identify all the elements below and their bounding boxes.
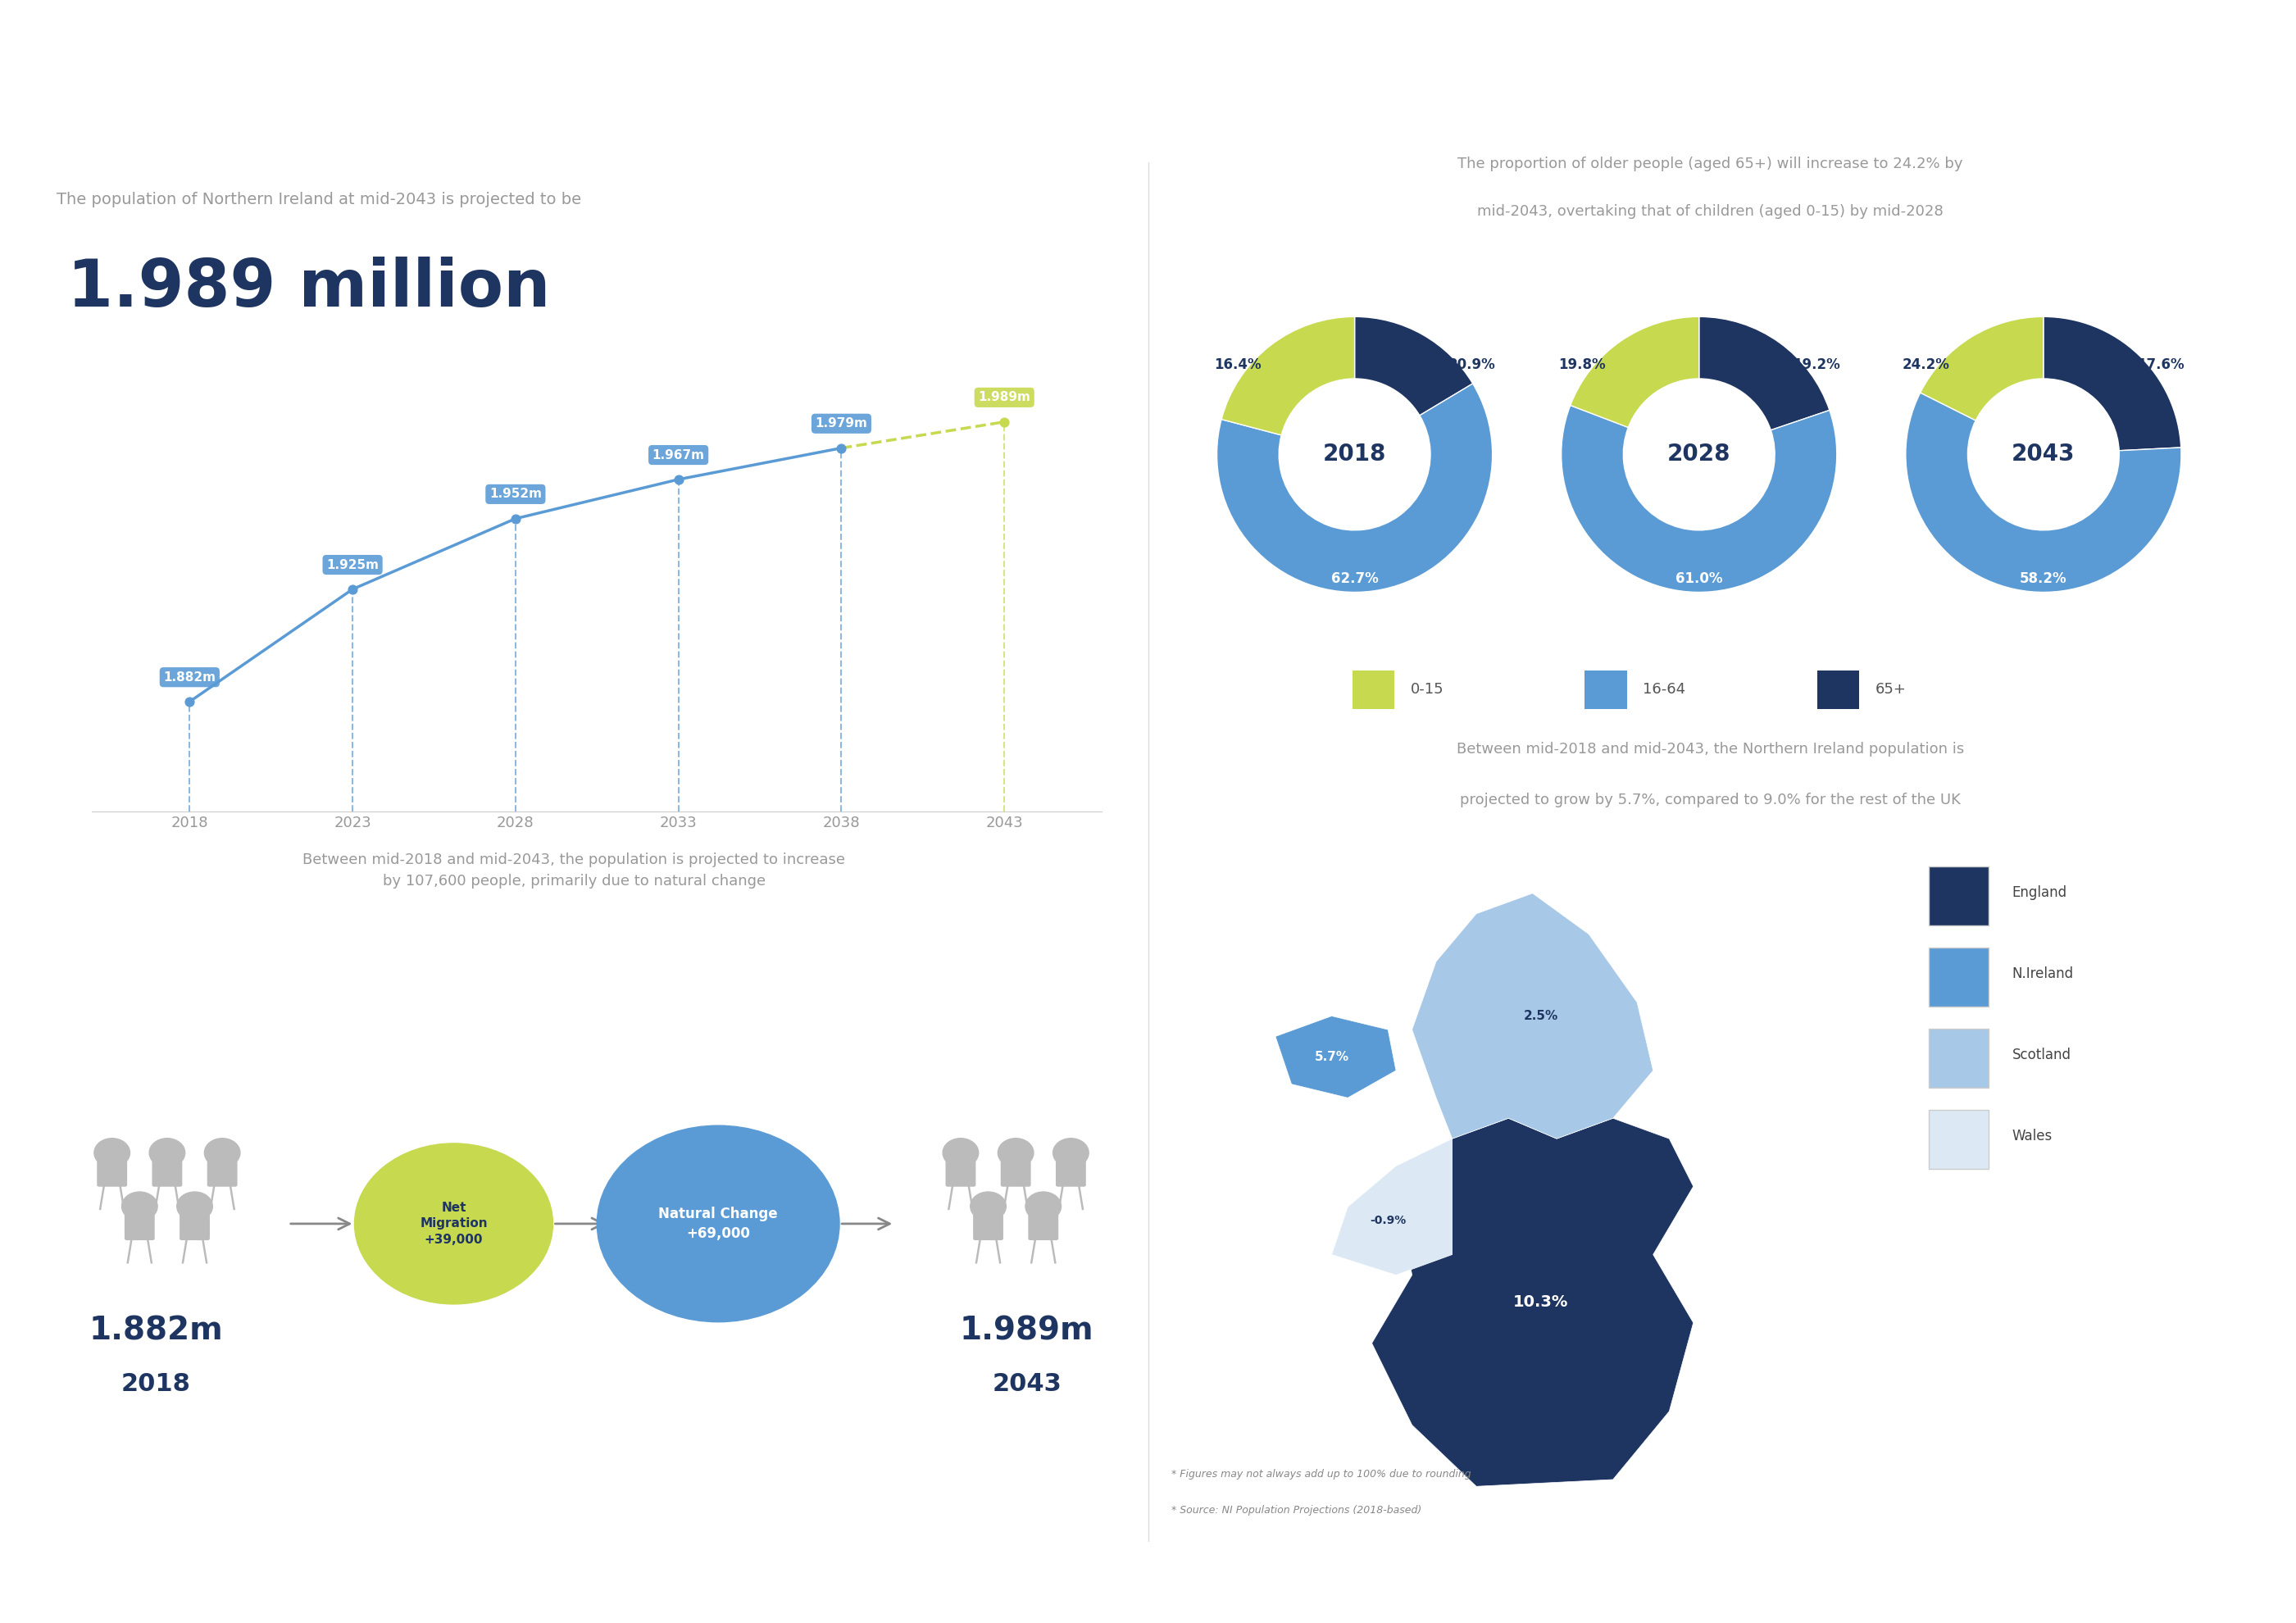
Text: -0.9%: -0.9%: [1371, 1214, 1405, 1227]
Text: 61.0%: 61.0%: [1676, 571, 1722, 586]
FancyArrowPatch shape: [292, 1217, 349, 1230]
Bar: [1584, 670, 1628, 709]
Text: mid-2043, overtaking that of children (aged 0-15) by mid-2028: mid-2043, overtaking that of children (a…: [1476, 204, 1945, 219]
Wedge shape: [2043, 316, 2181, 451]
Circle shape: [1026, 1191, 1061, 1220]
Point: [985, 409, 1022, 435]
Text: 19.8%: 19.8%: [1559, 357, 1605, 372]
Wedge shape: [1919, 316, 2043, 420]
FancyBboxPatch shape: [124, 1211, 154, 1240]
FancyBboxPatch shape: [207, 1157, 236, 1186]
Wedge shape: [1221, 316, 1355, 435]
Point: [172, 688, 209, 714]
FancyArrowPatch shape: [556, 1217, 604, 1230]
Text: England: England: [2011, 885, 2066, 901]
Text: 1.882m: 1.882m: [90, 1315, 223, 1347]
Text: 0-15: 0-15: [1410, 682, 1444, 698]
Polygon shape: [1277, 1016, 1396, 1097]
Circle shape: [204, 1138, 241, 1167]
Circle shape: [354, 1143, 553, 1305]
Text: 62.7%: 62.7%: [1332, 571, 1378, 586]
Bar: [1352, 670, 1394, 709]
Wedge shape: [1561, 406, 1837, 592]
Text: 1.952m: 1.952m: [489, 489, 542, 500]
Text: 1.882m: 1.882m: [163, 670, 216, 683]
Text: 2043: 2043: [992, 1373, 1061, 1396]
Point: [335, 576, 372, 602]
FancyBboxPatch shape: [974, 1211, 1003, 1240]
Text: * Source: NI Population Projections (2018-based): * Source: NI Population Projections (201…: [1171, 1506, 1421, 1516]
Text: 1.989 million: 1.989 million: [67, 256, 551, 321]
Circle shape: [597, 1126, 840, 1321]
Circle shape: [94, 1138, 131, 1167]
Text: 58.2%: 58.2%: [2020, 571, 2066, 586]
Point: [659, 466, 696, 492]
Text: Net
Migration
+39,000: Net Migration +39,000: [420, 1201, 487, 1246]
Text: 1.925m: 1.925m: [326, 558, 379, 571]
Wedge shape: [1217, 383, 1492, 592]
Text: 2043: 2043: [2011, 443, 2076, 466]
Circle shape: [999, 1138, 1033, 1167]
Circle shape: [971, 1191, 1006, 1220]
Text: 1.979m: 1.979m: [815, 417, 868, 430]
Text: 10.3%: 10.3%: [1513, 1295, 1568, 1310]
Text: 20.9%: 20.9%: [1449, 357, 1495, 372]
Text: 19.2%: 19.2%: [1793, 357, 1839, 372]
Circle shape: [944, 1138, 978, 1167]
Text: 5.7%: 5.7%: [1313, 1050, 1350, 1063]
Text: N.Ireland: N.Ireland: [2011, 966, 2073, 982]
Circle shape: [122, 1191, 158, 1220]
Polygon shape: [1332, 1139, 1453, 1276]
Text: The proportion of older people (aged 65+) will increase to 24.2% by: The proportion of older people (aged 65+…: [1458, 157, 1963, 172]
FancyBboxPatch shape: [96, 1157, 126, 1186]
Text: 65+: 65+: [1876, 682, 1906, 698]
Text: 1.989m: 1.989m: [978, 391, 1031, 404]
FancyBboxPatch shape: [1001, 1157, 1031, 1186]
Bar: [1929, 1110, 1988, 1169]
Text: projected to grow by 5.7%, compared to 9.0% for the rest of the UK: projected to grow by 5.7%, compared to 9…: [1460, 794, 1961, 808]
Text: Between mid-2018 and mid-2043, the population is projected to increase
by 107,60: Between mid-2018 and mid-2043, the popul…: [303, 852, 845, 888]
Bar: [1929, 867, 1988, 925]
Text: 2018: 2018: [122, 1373, 191, 1396]
Text: 24.2%: 24.2%: [1903, 357, 1949, 372]
Text: 2.5%: 2.5%: [1522, 1010, 1559, 1022]
Text: 17.6%: 17.6%: [2138, 357, 2183, 372]
Wedge shape: [1699, 316, 1830, 430]
Point: [822, 435, 859, 461]
Text: www.nisra.gov.uk/population: www.nisra.gov.uk/population: [1001, 1581, 1295, 1600]
Text: Wales: Wales: [2011, 1128, 2053, 1144]
Wedge shape: [1355, 316, 1472, 415]
Text: 2018-based Population Projections: 2018-based Population Projections: [788, 41, 1508, 76]
FancyBboxPatch shape: [1029, 1211, 1058, 1240]
Polygon shape: [1373, 1118, 1694, 1487]
Text: 1.967m: 1.967m: [652, 450, 705, 461]
Circle shape: [1054, 1138, 1088, 1167]
Wedge shape: [1570, 316, 1699, 427]
Bar: [1929, 948, 1988, 1006]
Text: Natural Change
+69,000: Natural Change +69,000: [659, 1206, 778, 1242]
Text: * Figures may not always add up to 100% due to rounding: * Figures may not always add up to 100% …: [1171, 1469, 1472, 1480]
Bar: [1929, 1029, 1988, 1087]
Text: 2028: 2028: [1667, 443, 1731, 466]
Text: 2018: 2018: [1322, 443, 1387, 466]
Polygon shape: [1412, 893, 1653, 1139]
Text: The population of Northern Ireland at mid-2043 is projected to be: The population of Northern Ireland at mi…: [57, 192, 581, 208]
FancyArrowPatch shape: [843, 1217, 889, 1230]
FancyBboxPatch shape: [1056, 1157, 1086, 1186]
Text: for Northern Ireland: for Northern Ireland: [939, 102, 1357, 138]
FancyBboxPatch shape: [179, 1211, 209, 1240]
Wedge shape: [1906, 393, 2181, 592]
Text: Between mid-2018 and mid-2043, the Northern Ireland population is: Between mid-2018 and mid-2043, the North…: [1456, 742, 1965, 756]
FancyBboxPatch shape: [946, 1157, 976, 1186]
Text: 16.4%: 16.4%: [1215, 357, 1261, 372]
Circle shape: [177, 1191, 214, 1220]
Point: [498, 506, 535, 532]
Text: 1.989m: 1.989m: [960, 1315, 1093, 1347]
Bar: [1816, 670, 1860, 709]
Text: Scotland: Scotland: [2011, 1047, 2071, 1063]
Circle shape: [149, 1138, 186, 1167]
FancyBboxPatch shape: [152, 1157, 181, 1186]
Text: 16-64: 16-64: [1644, 682, 1685, 698]
